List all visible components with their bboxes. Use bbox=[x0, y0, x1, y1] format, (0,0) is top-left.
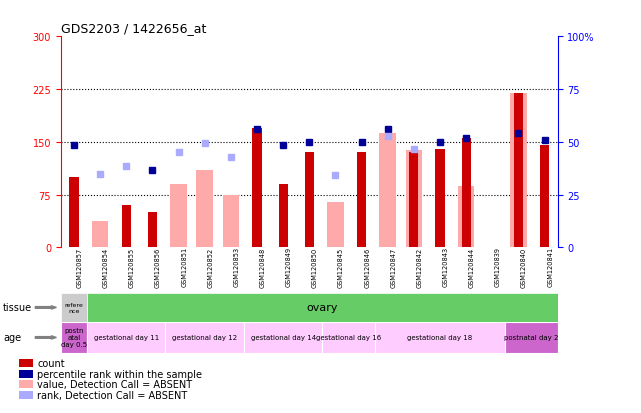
Text: GSM120851: GSM120851 bbox=[181, 247, 187, 287]
Text: GSM120840: GSM120840 bbox=[521, 247, 527, 287]
Text: postn
atal
day 0.5: postn atal day 0.5 bbox=[61, 328, 87, 348]
Bar bbox=[505, 322, 558, 353]
Bar bbox=[357, 153, 366, 248]
Text: GSM120849: GSM120849 bbox=[286, 247, 292, 287]
Bar bbox=[122, 206, 131, 248]
Text: GSM120853: GSM120853 bbox=[233, 247, 240, 287]
Bar bbox=[374, 322, 505, 353]
Text: postnatal day 2: postnatal day 2 bbox=[504, 335, 559, 341]
Bar bbox=[87, 322, 165, 353]
Bar bbox=[540, 146, 549, 248]
Bar bbox=[19, 360, 33, 367]
Bar bbox=[92, 221, 108, 248]
Bar bbox=[244, 322, 322, 353]
Bar bbox=[510, 93, 527, 248]
Text: gestational day 12: gestational day 12 bbox=[172, 335, 237, 341]
Bar bbox=[19, 370, 33, 377]
Text: refere
nce: refere nce bbox=[65, 302, 83, 313]
Bar bbox=[435, 150, 445, 248]
Bar bbox=[322, 322, 374, 353]
Bar bbox=[148, 213, 157, 248]
Text: tissue: tissue bbox=[3, 303, 32, 313]
Bar bbox=[69, 178, 79, 248]
Bar bbox=[327, 202, 344, 248]
Bar bbox=[304, 153, 314, 248]
Text: GSM120856: GSM120856 bbox=[155, 247, 161, 287]
Text: ovary: ovary bbox=[306, 303, 338, 313]
Text: GSM120839: GSM120839 bbox=[495, 247, 501, 287]
Bar bbox=[410, 153, 419, 248]
Text: GDS2203 / 1422656_at: GDS2203 / 1422656_at bbox=[61, 21, 206, 35]
Text: gestational day 11: gestational day 11 bbox=[94, 335, 159, 341]
Bar bbox=[61, 293, 87, 322]
Bar bbox=[171, 185, 187, 248]
Bar bbox=[406, 151, 422, 248]
Bar bbox=[222, 195, 239, 248]
Text: GSM120842: GSM120842 bbox=[417, 247, 422, 287]
Text: gestational day 18: gestational day 18 bbox=[408, 335, 472, 341]
Bar bbox=[279, 185, 288, 248]
Bar bbox=[61, 322, 87, 353]
Text: GSM120841: GSM120841 bbox=[547, 247, 553, 287]
Text: count: count bbox=[37, 358, 65, 368]
Text: gestational day 14: gestational day 14 bbox=[251, 335, 316, 341]
Bar bbox=[253, 128, 262, 248]
Text: GSM120850: GSM120850 bbox=[312, 247, 318, 287]
Bar bbox=[379, 133, 396, 248]
Bar bbox=[19, 391, 33, 399]
Text: GSM120846: GSM120846 bbox=[364, 247, 370, 287]
Text: GSM120844: GSM120844 bbox=[469, 247, 475, 287]
Text: GSM120848: GSM120848 bbox=[260, 247, 265, 287]
Text: GSM120855: GSM120855 bbox=[129, 247, 135, 287]
Bar bbox=[165, 322, 244, 353]
Text: GSM120852: GSM120852 bbox=[207, 247, 213, 287]
Text: GSM120845: GSM120845 bbox=[338, 247, 344, 287]
Bar bbox=[196, 171, 213, 248]
Bar bbox=[514, 93, 523, 248]
Text: GSM120854: GSM120854 bbox=[103, 247, 109, 287]
Bar bbox=[19, 380, 33, 388]
Bar bbox=[462, 139, 470, 248]
Bar bbox=[458, 187, 474, 248]
Text: GSM120847: GSM120847 bbox=[390, 247, 396, 287]
Text: GSM120843: GSM120843 bbox=[443, 247, 449, 287]
Text: rank, Detection Call = ABSENT: rank, Detection Call = ABSENT bbox=[37, 390, 188, 400]
Text: GSM120857: GSM120857 bbox=[76, 247, 83, 287]
Text: gestational day 16: gestational day 16 bbox=[316, 335, 381, 341]
Text: value, Detection Call = ABSENT: value, Detection Call = ABSENT bbox=[37, 379, 192, 389]
Text: percentile rank within the sample: percentile rank within the sample bbox=[37, 369, 203, 379]
Text: age: age bbox=[3, 332, 21, 343]
